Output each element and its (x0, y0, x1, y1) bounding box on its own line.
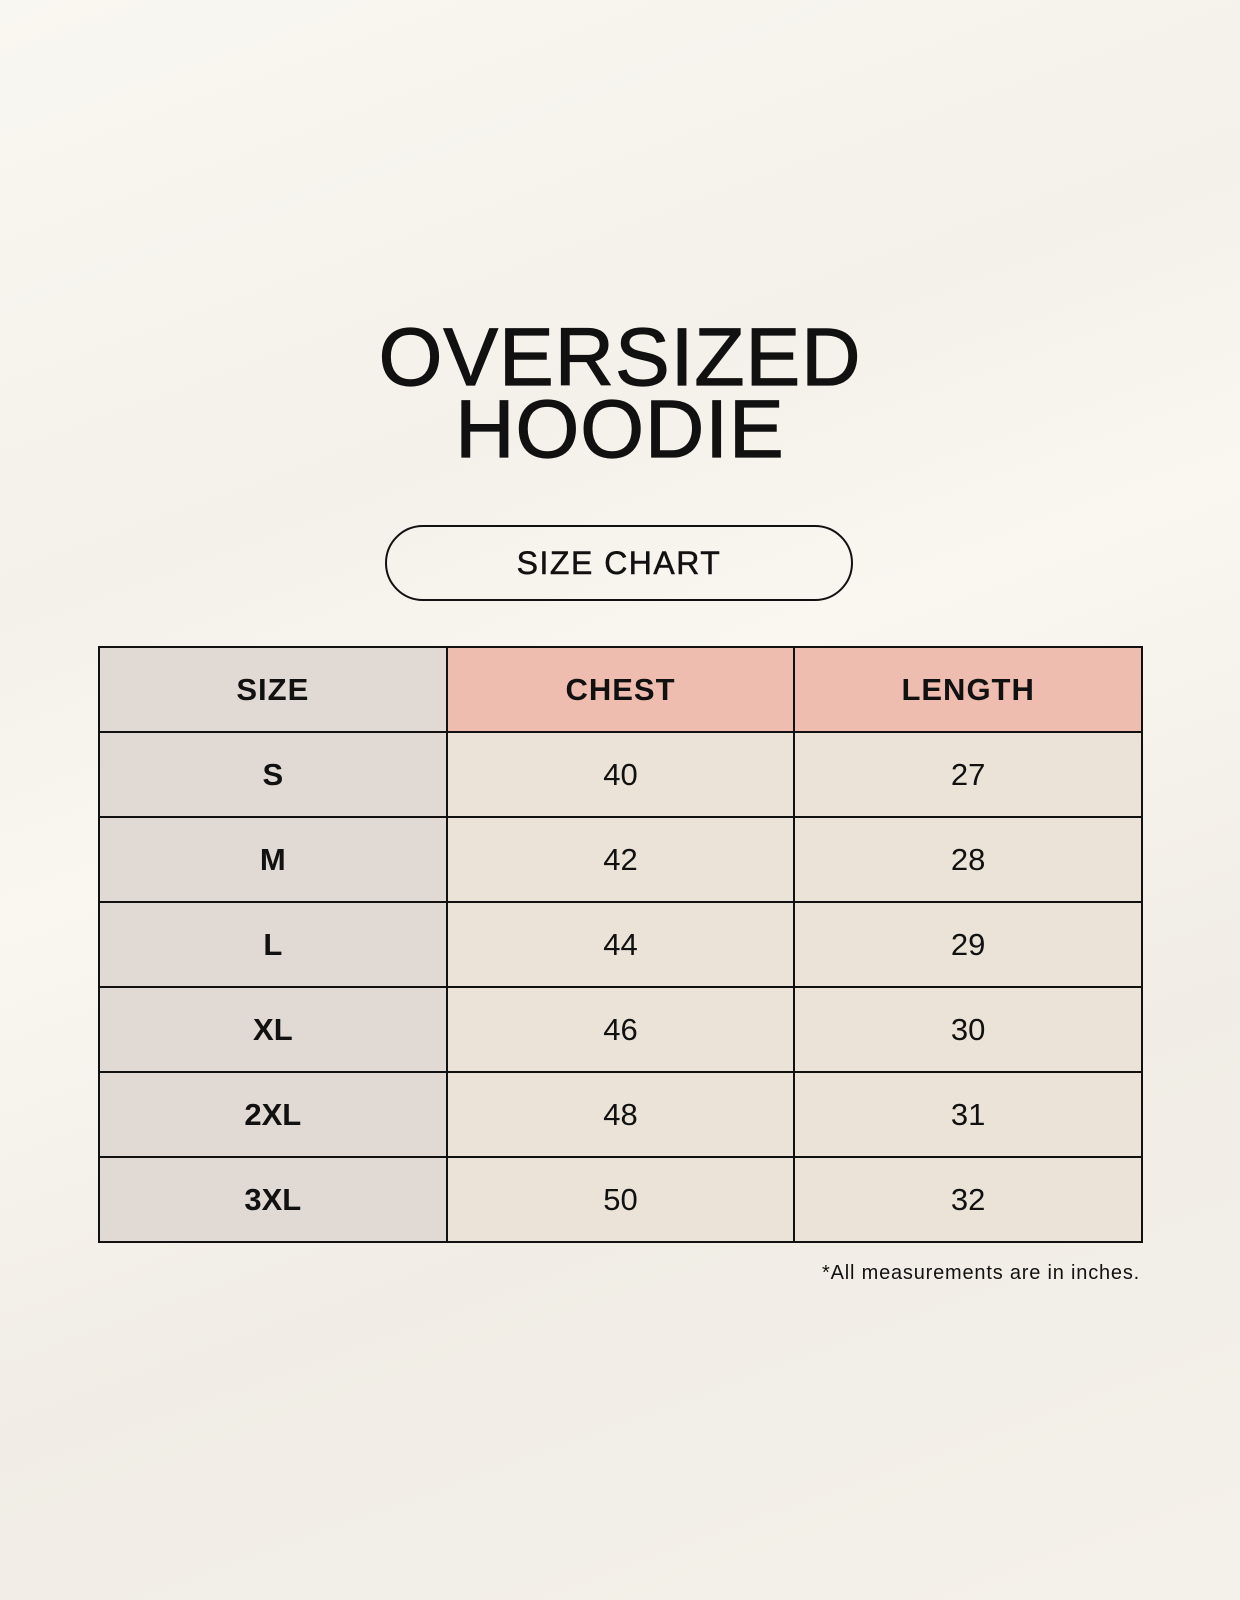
table-row: 3XL 50 32 (98, 1156, 1143, 1243)
cell-size: 3XL (98, 1156, 448, 1243)
title-line-1: OVERSIZED (378, 312, 862, 403)
table-row: L 44 29 (98, 901, 1143, 988)
table-row: XL 46 30 (98, 986, 1143, 1073)
cell-length: 29 (793, 901, 1143, 988)
cell-chest: 42 (445, 816, 796, 903)
page-title: OVERSIZED HOODIE (0, 312, 1240, 475)
cell-size: S (98, 731, 448, 818)
table-row: M 42 28 (98, 816, 1143, 903)
header-length: LENGTH (793, 646, 1143, 733)
table-row: 2XL 48 31 (98, 1071, 1143, 1158)
cell-size: M (98, 816, 448, 903)
title-line-2: HOODIE (455, 384, 785, 475)
cell-chest: 44 (445, 901, 796, 988)
size-table: SIZE CHEST LENGTH S 40 27 M 42 28 L 44 29 XL 46 30 2… (98, 646, 1143, 1243)
cell-chest: 48 (445, 1071, 796, 1158)
table-row: S 40 27 (98, 731, 1143, 818)
cell-chest: 50 (445, 1156, 796, 1243)
header-size: SIZE (98, 646, 448, 733)
cell-length: 27 (793, 731, 1143, 818)
cell-chest: 40 (445, 731, 796, 818)
cell-length: 31 (793, 1071, 1143, 1158)
header-chest: CHEST (445, 646, 796, 733)
cell-size: 2XL (98, 1071, 448, 1158)
cell-chest: 46 (445, 986, 796, 1073)
cell-length: 30 (793, 986, 1143, 1073)
cell-size: L (98, 901, 448, 988)
cell-size: XL (98, 986, 448, 1073)
cell-length: 28 (793, 816, 1143, 903)
footnote: *All measurements are in inches. (822, 1262, 1140, 1284)
cell-length: 32 (793, 1156, 1143, 1243)
table-header-row: SIZE CHEST LENGTH (98, 646, 1143, 733)
size-chart-label: SIZE CHART (385, 525, 853, 601)
